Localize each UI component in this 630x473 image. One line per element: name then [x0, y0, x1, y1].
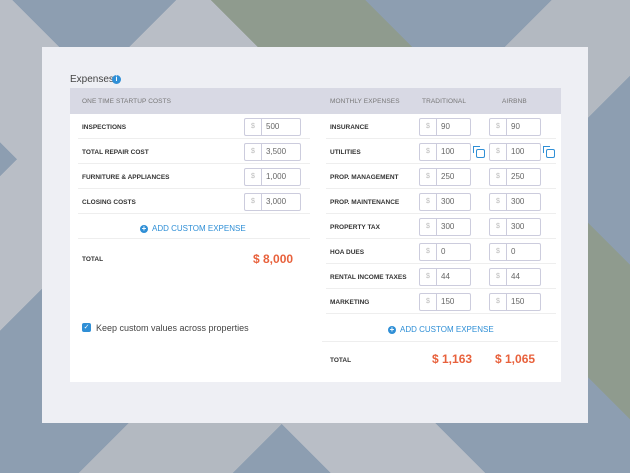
startup-row [78, 114, 310, 139]
monthly-row [326, 289, 556, 314]
traditional-value-input[interactable]: $90 [419, 118, 471, 136]
traditional-value-input[interactable]: $300 [419, 218, 471, 236]
airbnb-value-input[interactable]: $250 [489, 168, 541, 186]
traditional-value-input[interactable]: $44 [419, 268, 471, 286]
monthly-label: PROP. MANAGEMENT [330, 174, 399, 181]
monthly-row [326, 239, 556, 264]
startup-total: $ 8,000 [253, 252, 294, 266]
dollar-prefix: $ [245, 194, 262, 210]
startup-value-input[interactable]: $500 [244, 118, 301, 136]
traditional-value-input[interactable]: $300 [419, 193, 471, 211]
dollar-prefix: $ [245, 119, 262, 135]
monthly-label: UTILITIES [330, 149, 361, 156]
add-monthly-expense-button[interactable]: + ADD CUSTOM EXPENSE [388, 324, 494, 334]
airbnb-header: AIRBNB [502, 98, 527, 105]
dollar-prefix: $ [490, 269, 507, 285]
dollar-prefix: $ [420, 269, 437, 285]
airbnb-value-input[interactable]: $100 [489, 143, 541, 161]
keep-custom-checkbox[interactable]: ✓ [82, 323, 91, 332]
startup-label: FURNITURE & APPLIANCES [82, 174, 170, 181]
startup-value-input[interactable]: $3,500 [244, 143, 301, 161]
dollar-prefix: $ [245, 144, 262, 160]
startup-label: TOTAL REPAIR COST [82, 149, 149, 156]
divider [322, 316, 558, 342]
monthly-row [326, 164, 556, 189]
startup-row [78, 164, 310, 189]
traditional-value-input[interactable]: $100 [419, 143, 471, 161]
dollar-prefix: $ [490, 144, 507, 160]
airbnb-value-input[interactable]: $0 [489, 243, 541, 261]
dollar-prefix: $ [420, 219, 437, 235]
dollar-prefix: $ [420, 169, 437, 185]
monthly-row [326, 139, 556, 164]
airbnb-value-input[interactable]: $150 [489, 293, 541, 311]
startup-label: INSPECTIONS [82, 124, 127, 131]
monthly-label: HOA DUES [330, 249, 365, 256]
airbnb-value-input[interactable]: $300 [489, 218, 541, 236]
dollar-prefix: $ [490, 219, 507, 235]
monthly-total-label: TOTAL [330, 357, 352, 364]
dollar-prefix: $ [490, 119, 507, 135]
startup-label: CLOSING COSTS [82, 199, 136, 206]
monthly-header: MONTHLY EXPENSES [330, 98, 400, 105]
dollar-prefix: $ [420, 194, 437, 210]
dollar-prefix: $ [420, 244, 437, 260]
startup-value-input[interactable]: $1,000 [244, 168, 301, 186]
dollar-prefix: $ [245, 169, 262, 185]
plus-icon: + [388, 324, 396, 334]
monthly-label: INSURANCE [330, 124, 369, 131]
monthly-row [326, 114, 556, 139]
divider [78, 214, 310, 239]
startup-value-input[interactable]: $3,000 [244, 193, 301, 211]
table-header [70, 88, 561, 114]
traditional-value-input[interactable]: $150 [419, 293, 471, 311]
startup-total-label: TOTAL [82, 256, 104, 263]
add-startup-expense-button[interactable]: + ADD CUSTOM EXPENSE [140, 223, 246, 233]
airbnb-value-input[interactable]: $300 [489, 193, 541, 211]
airbnb-total: $ 1,065 [495, 352, 536, 366]
traditional-value-input[interactable]: $0 [419, 243, 471, 261]
info-icon[interactable]: i [112, 75, 121, 84]
dollar-prefix: $ [420, 294, 437, 310]
airbnb-value-input[interactable]: $90 [489, 118, 541, 136]
monthly-label: MARKETING [330, 299, 370, 306]
monthly-label: PROP. MAINTENANCE [330, 199, 400, 206]
traditional-header: TRADITIONAL [422, 98, 467, 105]
startup-row [78, 189, 310, 214]
dollar-prefix: $ [490, 169, 507, 185]
plus-icon: + [140, 223, 148, 233]
dollar-prefix: $ [420, 144, 437, 160]
dollar-prefix: $ [490, 244, 507, 260]
copy-icon[interactable] [473, 146, 485, 158]
monthly-label: RENTAL INCOME TAXES [330, 274, 407, 281]
keep-custom-label: Keep custom values across properties [96, 323, 249, 333]
startup-row [78, 139, 310, 164]
monthly-row [326, 264, 556, 289]
monthly-row [326, 189, 556, 214]
expenses-panel: ONE TIME STARTUP COSTS MONTHLY EXPENSES … [70, 88, 561, 382]
monthly-row [326, 214, 556, 239]
dollar-prefix: $ [420, 119, 437, 135]
monthly-label: PROPERTY TAX [330, 224, 380, 231]
copy-icon[interactable] [543, 146, 555, 158]
dollar-prefix: $ [490, 194, 507, 210]
startup-header: ONE TIME STARTUP COSTS [82, 98, 172, 105]
airbnb-value-input[interactable]: $44 [489, 268, 541, 286]
section-title: Expenses [70, 74, 114, 85]
traditional-value-input[interactable]: $250 [419, 168, 471, 186]
dollar-prefix: $ [490, 294, 507, 310]
traditional-total: $ 1,163 [432, 352, 473, 366]
